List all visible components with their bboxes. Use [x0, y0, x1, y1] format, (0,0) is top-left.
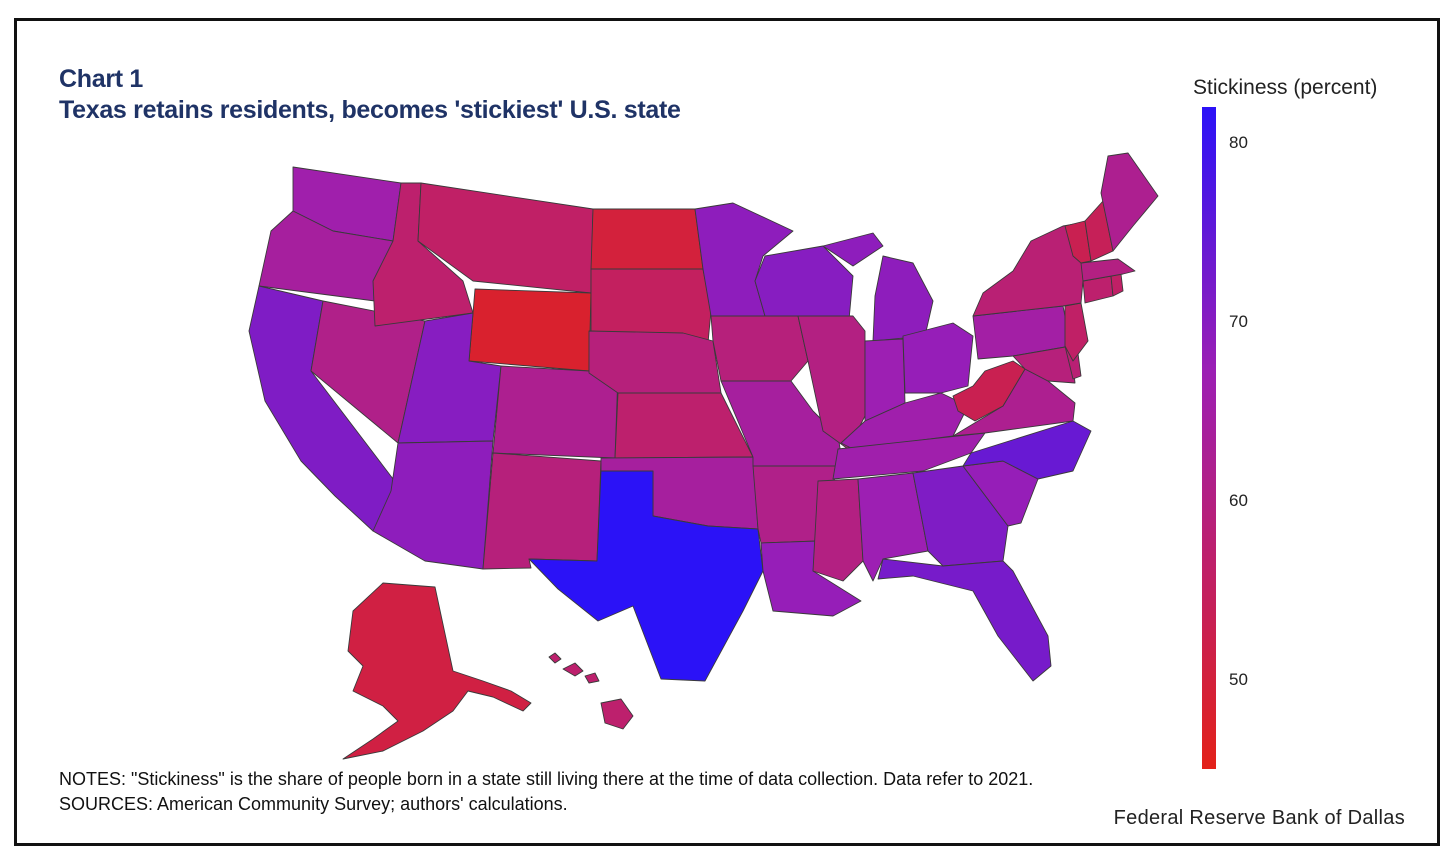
legend-tick-label: 70 [1229, 311, 1248, 331]
legend-tick-mark [1216, 321, 1221, 323]
state-nm [482, 452, 602, 570]
legend-title: Stickiness (percent) [1193, 76, 1378, 99]
state-wy [468, 288, 592, 372]
chart-frame: Chart 1 Texas retains residents, becomes… [14, 18, 1440, 846]
state-ms [812, 478, 864, 582]
state-az [372, 440, 494, 570]
sources-text: SOURCES: American Community Survey; auth… [59, 794, 568, 814]
state-md [1012, 345, 1076, 384]
state-co [492, 365, 619, 459]
state-ne [588, 330, 722, 394]
state-tx [528, 470, 764, 682]
state-vt [1064, 220, 1092, 264]
legend-tick-mark [1216, 679, 1221, 681]
us-choropleth-map [248, 152, 1159, 760]
state-me [1100, 152, 1159, 252]
state-nc [962, 420, 1092, 480]
state-ri [1110, 273, 1124, 297]
state-ma [1080, 258, 1136, 282]
state-sd [590, 268, 712, 344]
state-hi [548, 652, 634, 730]
chart-number: Chart 1 [59, 65, 144, 93]
state-mt [417, 182, 594, 294]
state-ky [840, 392, 969, 450]
legend-tick-mark [1216, 500, 1221, 502]
publisher-credit: Federal Reserve Bank of Dallas [1113, 807, 1405, 829]
state-ny [972, 222, 1084, 317]
state-oh [902, 322, 974, 394]
state-ak [342, 582, 532, 760]
legend-tick-label: 50 [1229, 669, 1248, 689]
legend-tick-label: 60 [1229, 490, 1248, 510]
legend-tick-mark [1216, 142, 1221, 144]
chart-title: Texas retains residents, becomes 'sticki… [59, 96, 681, 124]
state-fl [877, 558, 1052, 682]
legend-color-bar [1202, 107, 1216, 769]
legend-tick-label: 80 [1229, 132, 1248, 152]
notes-text: NOTES: "Stickiness" is the share of peop… [59, 769, 1034, 789]
state-nd [590, 208, 704, 270]
footer-notes: NOTES: "Stickiness" is the share of peop… [59, 767, 1033, 817]
state-ia [710, 315, 809, 382]
state-nj [1064, 302, 1089, 362]
